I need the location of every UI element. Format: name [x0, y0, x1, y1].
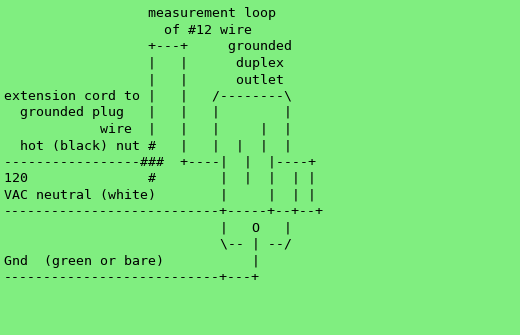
- Text: measurement loop
                    of #12 wire
                  +---+     gro: measurement loop of #12 wire +---+ gro: [4, 7, 324, 284]
